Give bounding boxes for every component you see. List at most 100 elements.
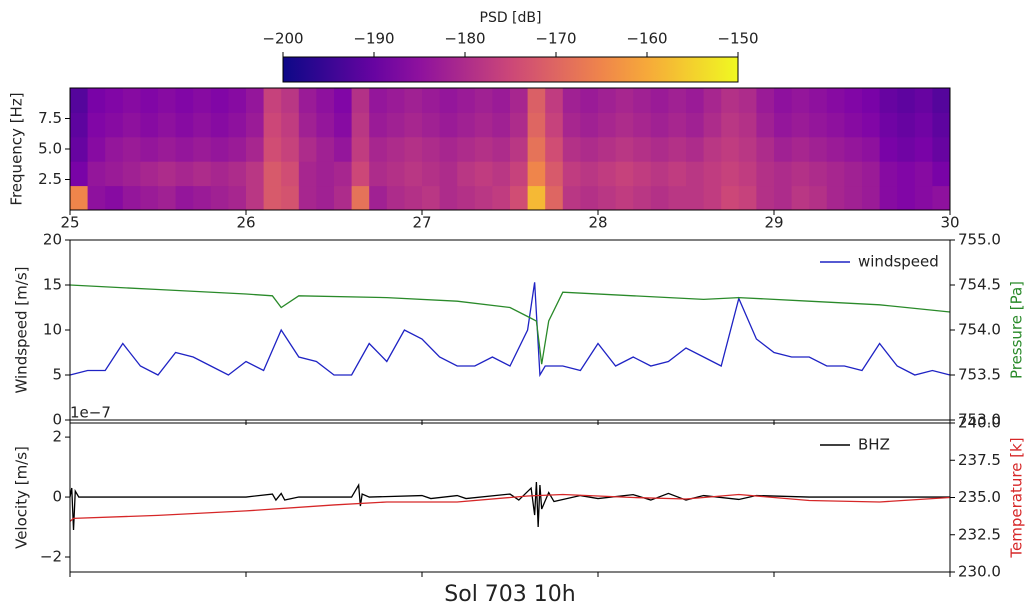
heat-cell — [598, 88, 617, 113]
series-line — [69, 284, 951, 365]
y2-tick-label: 235.0 — [958, 488, 1001, 506]
colorbar-tick-label: −190 — [353, 30, 394, 48]
y-tick-label: 2 — [52, 428, 62, 446]
heat-cell — [862, 136, 881, 162]
heat-cell — [756, 161, 775, 187]
heat-cell — [598, 136, 617, 162]
heat-cell — [175, 185, 194, 211]
panel — [69, 282, 951, 378]
heat-cell — [879, 136, 898, 162]
heat-cell — [492, 112, 511, 138]
heat-cell — [914, 185, 933, 211]
heat-cell — [686, 136, 705, 162]
heat-cell — [703, 185, 722, 211]
heat-cell — [703, 88, 722, 113]
heat-cell — [87, 161, 106, 187]
heat-cell — [246, 136, 265, 162]
heat-cell — [316, 112, 335, 138]
heat-cell — [122, 136, 141, 162]
heat-cell — [774, 185, 793, 211]
x-tick-label: 26 — [236, 214, 255, 232]
heat-cell — [228, 161, 247, 187]
heat-cell — [246, 161, 265, 187]
heat-cell — [738, 185, 757, 211]
heat-cell — [527, 136, 546, 162]
heat-cell — [140, 88, 159, 113]
colorbar-tick-label: −160 — [626, 30, 667, 48]
heat-cell — [862, 112, 881, 138]
heat-cell — [158, 88, 177, 113]
heat-cell — [826, 112, 845, 138]
heat-cell — [809, 161, 828, 187]
y2-tick-label: 754.5 — [958, 276, 1001, 294]
heat-cell — [510, 112, 529, 138]
y2-tick-label: 237.5 — [958, 451, 1001, 469]
heat-cell — [298, 112, 317, 138]
heat-cell — [562, 112, 581, 138]
heat-cell — [668, 136, 687, 162]
heat-cell — [650, 185, 669, 211]
heat-cell — [369, 112, 388, 138]
heat-cell — [228, 88, 247, 113]
x-tick-label: 30 — [940, 214, 959, 232]
heat-cell — [844, 88, 863, 113]
heat-cell — [298, 161, 317, 187]
heat-cell — [158, 112, 177, 138]
y2-tick-label: 240.0 — [958, 414, 1001, 432]
heat-cell — [756, 88, 775, 113]
y2-axis-label: Pressure [Pa] — [1008, 281, 1026, 379]
heat-cell — [527, 161, 546, 187]
y-tick-label: 10 — [43, 321, 62, 339]
heat-cell — [210, 88, 229, 113]
heat-cell — [650, 112, 669, 138]
x-axis-label: Sol 703 10h — [444, 582, 575, 606]
y-tick-label: 5 — [52, 366, 62, 384]
panel — [70, 88, 951, 211]
heat-cell — [122, 88, 141, 113]
heat-cell — [439, 185, 458, 211]
y-axis-label: Velocity [m/s] — [13, 446, 31, 549]
colorbar-tick-label: −170 — [535, 30, 576, 48]
heat-cell — [70, 88, 89, 113]
heat-cell — [122, 112, 141, 138]
heat-cell — [738, 136, 757, 162]
legend-label: windspeed — [858, 253, 939, 271]
heat-cell — [105, 185, 124, 211]
heat-cell — [87, 112, 106, 138]
heat-cell — [703, 136, 722, 162]
heat-cell — [879, 185, 898, 211]
heat-cell — [457, 112, 476, 138]
heat-cell — [140, 112, 159, 138]
heat-cell — [334, 185, 353, 211]
heat-cell — [721, 161, 740, 187]
heat-cell — [457, 185, 476, 211]
heat-cell — [932, 185, 951, 211]
heat-cell — [615, 161, 634, 187]
heat-cell — [510, 88, 529, 113]
heat-cell — [175, 161, 194, 187]
heat-cell — [562, 88, 581, 113]
y-tick-label: 5.0 — [38, 140, 62, 158]
heat-cell — [826, 161, 845, 187]
heat-cell — [369, 185, 388, 211]
heat-cell — [527, 112, 546, 138]
y-axis-label: Windspeed [m/s] — [13, 267, 31, 394]
heat-cell — [914, 112, 933, 138]
heat-cell — [738, 161, 757, 187]
heat-cell — [439, 136, 458, 162]
heat-cell — [668, 185, 687, 211]
heat-cell — [422, 185, 441, 211]
heat-cell — [87, 88, 106, 113]
heat-cell — [510, 185, 529, 211]
heat-cell — [386, 112, 405, 138]
heat-cell — [932, 161, 951, 187]
heat-cell — [721, 185, 740, 211]
heat-cell — [210, 112, 229, 138]
heat-cell — [70, 185, 89, 211]
heat-cell — [351, 161, 370, 187]
heat-cell — [457, 161, 476, 187]
heat-cell — [140, 161, 159, 187]
heat-cell — [774, 136, 793, 162]
heat-cell — [158, 185, 177, 211]
